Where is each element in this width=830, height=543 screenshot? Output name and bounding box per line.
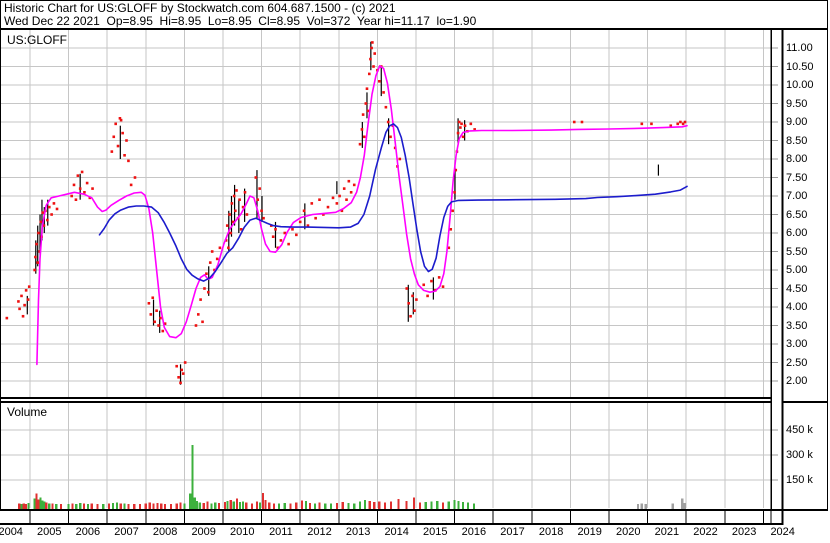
- price-tick-label: 11.00: [786, 42, 813, 54]
- year-label: 2011: [269, 526, 293, 538]
- year-label: 2014: [384, 526, 409, 538]
- year-label: 2006: [75, 526, 101, 538]
- year-label: 2007: [114, 526, 139, 538]
- price-tick-label: 5.00: [786, 264, 808, 276]
- price-tick-label: 4.50: [786, 282, 808, 295]
- year-label: 2009: [191, 526, 216, 538]
- price-tick-label: 6.50: [786, 208, 808, 221]
- volume-panel-label: Volume: [7, 405, 48, 419]
- year-label: 2019: [577, 526, 602, 538]
- price-tick-label: 2.50: [786, 356, 808, 369]
- price-tick-label: 7.00: [786, 190, 808, 202]
- price-tick-label: 5.50: [786, 245, 808, 258]
- quote-summary-line: Wed Dec 22 2021 Op=8.95 Hi=8.95 Lo=8.95 …: [4, 14, 477, 28]
- price-tick-label: 10.50: [786, 60, 814, 73]
- year-label: 2023: [731, 526, 757, 538]
- price-tick-label: 6.00: [786, 227, 808, 239]
- price-tick-label: 8.00: [786, 153, 808, 165]
- year-label: 2018: [538, 526, 564, 538]
- year-label: 2016: [461, 526, 487, 538]
- price-tick-label: 8.50: [786, 134, 808, 147]
- price-tick-label: 2.00: [786, 375, 808, 387]
- price-tick-label: 10.00: [786, 79, 814, 91]
- year-label: 2013: [345, 526, 371, 538]
- year-label: 2015: [423, 526, 448, 538]
- year-label: 2005: [37, 526, 62, 538]
- year-label: 2020: [616, 526, 641, 538]
- year-label: 2008: [152, 526, 178, 538]
- price-tick-label: 3.00: [786, 338, 808, 350]
- price-tick-label: 9.00: [786, 116, 808, 128]
- symbol-label: US:GLOFF: [7, 33, 68, 47]
- price-tick-label: 7.50: [786, 171, 808, 184]
- volume-tick-label: 450 k: [786, 424, 813, 436]
- year-label: 2021: [654, 526, 680, 538]
- price-tick-label: 4.00: [786, 301, 808, 313]
- year-label: 2024: [770, 526, 795, 538]
- price-tick-label: 3.50: [786, 319, 808, 332]
- price-tick-label: 9.50: [786, 97, 808, 110]
- year-label: 2012: [307, 526, 332, 538]
- year-label: 2004: [0, 526, 23, 538]
- year-label: 2022: [693, 526, 718, 538]
- volume-tick-label: 300 k: [786, 449, 813, 461]
- year-label: 2017: [500, 526, 525, 538]
- year-label: 2010: [230, 526, 255, 538]
- volume-tick-label: 150 k: [786, 474, 813, 486]
- chart-title: Historic Chart for US:GLOFF by Stockwatc…: [4, 1, 396, 15]
